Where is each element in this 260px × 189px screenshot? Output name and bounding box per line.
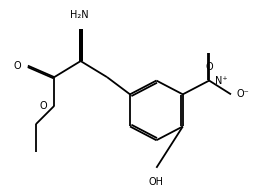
Text: N⁺: N⁺ — [215, 76, 228, 86]
Text: O: O — [205, 62, 213, 72]
Text: O: O — [13, 61, 21, 71]
Text: H₂N: H₂N — [70, 10, 89, 20]
Text: O⁻: O⁻ — [237, 89, 250, 99]
Text: OH: OH — [149, 177, 164, 187]
Text: O: O — [40, 101, 47, 111]
